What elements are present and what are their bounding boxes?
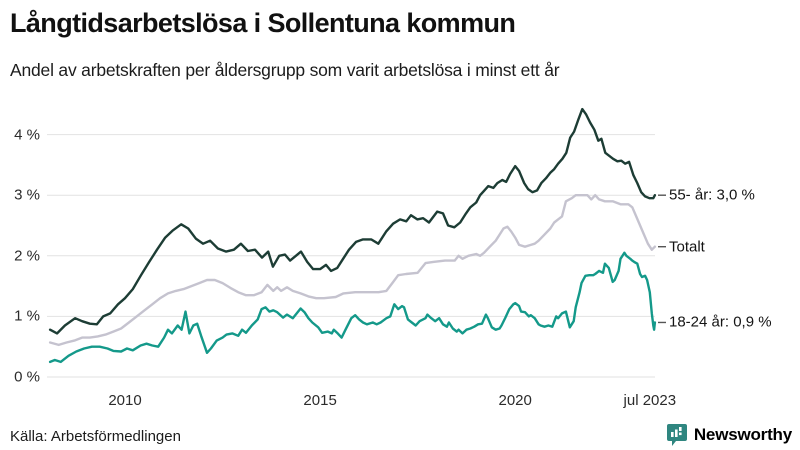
newsworthy-brand-text: Newsworthy xyxy=(693,425,792,444)
y-tick-label: 4 % xyxy=(14,126,40,144)
series-end-label-18-24: 18-24 år: 0,9 % xyxy=(669,313,772,331)
x-tick-label: 2020 xyxy=(498,392,532,409)
y-tick-label: 1 % xyxy=(14,307,40,325)
series-end-label-55: 55- år: 3,0 % xyxy=(669,186,755,204)
y-tick-label: 0 % xyxy=(14,368,40,386)
source-note: Källa: Arbetsförmedlingen xyxy=(10,428,181,445)
x-tick-label: 2010 xyxy=(108,392,142,409)
y-tick-label: 3 % xyxy=(14,186,40,204)
series-line-18-24 xyxy=(48,251,657,364)
x-tick-label: jul 2023 xyxy=(623,392,677,409)
series-end-label-total: Totalt xyxy=(669,238,705,256)
series-line-55 xyxy=(48,107,657,335)
page-subtitle: Andel av arbetskraften per åldersgrupp s… xyxy=(10,60,560,80)
y-tick-label: 2 % xyxy=(14,247,40,265)
newsworthy-brand[interactable]: Newsworthy xyxy=(666,423,792,447)
newsworthy-logo-icon xyxy=(666,424,687,446)
series-line-total xyxy=(48,193,657,347)
page-title: Långtidsarbetslösa i Sollentuna kommun xyxy=(10,8,516,38)
x-tick-label: 2015 xyxy=(303,392,337,409)
